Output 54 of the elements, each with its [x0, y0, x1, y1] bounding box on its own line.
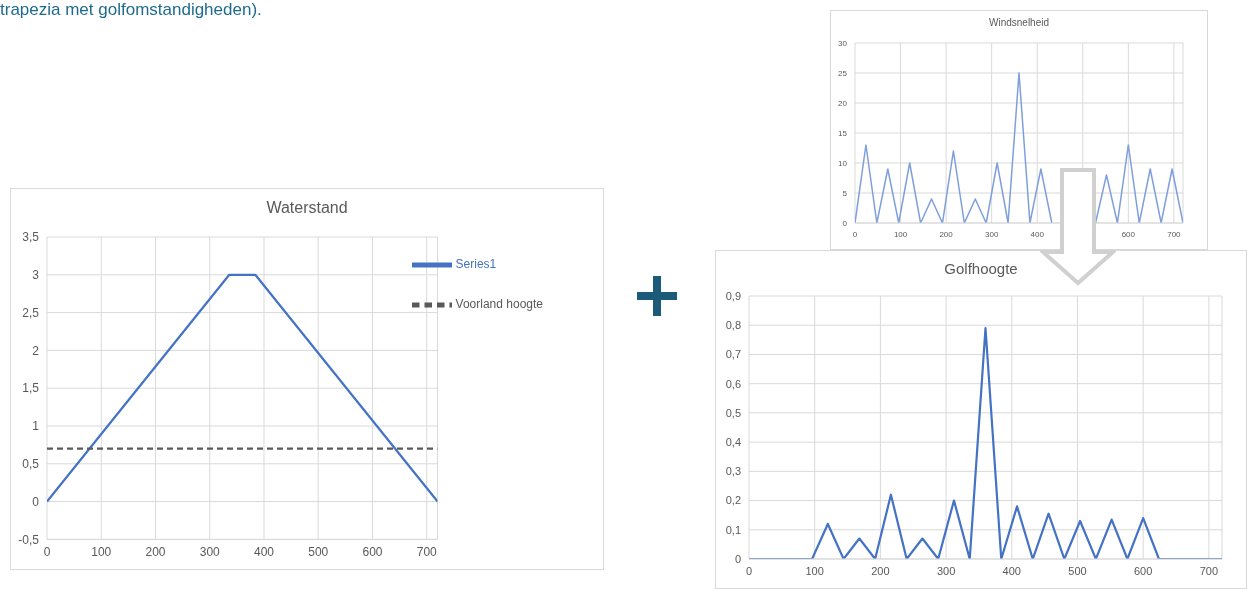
y-tick-label: 1	[32, 418, 40, 433]
chart-title: Waterstand	[265, 198, 349, 217]
y-tick-label: 0,8	[725, 319, 741, 332]
chart-title: Windsnelheid	[987, 17, 1050, 28]
x-tick-label: 600	[1121, 229, 1136, 239]
x-tick-label: 700	[1199, 564, 1219, 577]
y-tick-label: 0,4	[725, 436, 741, 449]
x-tick-label: 200	[939, 229, 954, 239]
x-tick-label: 100	[893, 229, 908, 239]
x-tick-label: 200	[871, 564, 890, 577]
chart-title: Golfhoogte	[943, 260, 1019, 277]
x-tick-label: 300	[936, 564, 956, 577]
x-tick-label: 300	[199, 544, 221, 559]
y-tick-label: 0,7	[725, 348, 741, 361]
x-tick-label: 100	[805, 564, 824, 577]
legend-label: Series1	[455, 256, 497, 271]
y-tick-label: 15	[838, 128, 848, 138]
x-tick-label: 600	[362, 544, 383, 559]
y-tick-label: -0,5	[18, 532, 40, 547]
y-tick-label: 0,6	[725, 377, 741, 390]
y-tick-label: 0,1	[725, 523, 741, 536]
y-tick-label: 10	[838, 158, 848, 168]
x-tick-label: 700	[1167, 229, 1182, 239]
x-tick-label: 0	[745, 564, 753, 577]
x-tick-label: 700	[416, 544, 438, 559]
x-tick-label: 500	[1068, 564, 1087, 577]
x-tick-label: 0	[43, 544, 51, 559]
x-tick-label: 600	[1133, 564, 1153, 577]
x-tick-label: 0	[852, 229, 858, 239]
x-tick-label: 200	[145, 544, 166, 559]
legend-label: Voorland hoogte	[455, 296, 543, 311]
y-tick-label: 3	[32, 267, 40, 282]
y-tick-label: 0	[842, 218, 848, 228]
y-tick-label: 3,5	[22, 229, 40, 244]
y-tick-label: 30	[838, 38, 848, 48]
y-tick-label: 25	[838, 68, 848, 78]
y-tick-label: 20	[838, 98, 848, 108]
y-tick-label: 0	[32, 494, 40, 509]
text: trapezia met golfomstandigheden).	[0, 0, 262, 20]
y-tick-label: 0,5	[22, 456, 40, 471]
x-tick-label: 100	[91, 544, 112, 559]
x-tick-label: 400	[253, 544, 275, 559]
y-tick-label: 0,5	[725, 406, 741, 419]
x-tick-label: 300	[984, 229, 999, 239]
x-tick-label: 500	[308, 544, 329, 559]
y-tick-label: 0,2	[725, 494, 741, 507]
x-tick-label: 400	[1030, 229, 1045, 239]
y-tick-label: 2,5	[22, 305, 40, 320]
y-tick-label: 0,9	[725, 289, 741, 302]
y-tick-label: 1,5	[22, 381, 40, 396]
y-tick-label: 2	[32, 343, 40, 358]
y-tick-label: 0,3	[725, 465, 741, 478]
y-tick-label: 5	[842, 188, 848, 198]
x-tick-label: 400	[1002, 564, 1021, 577]
